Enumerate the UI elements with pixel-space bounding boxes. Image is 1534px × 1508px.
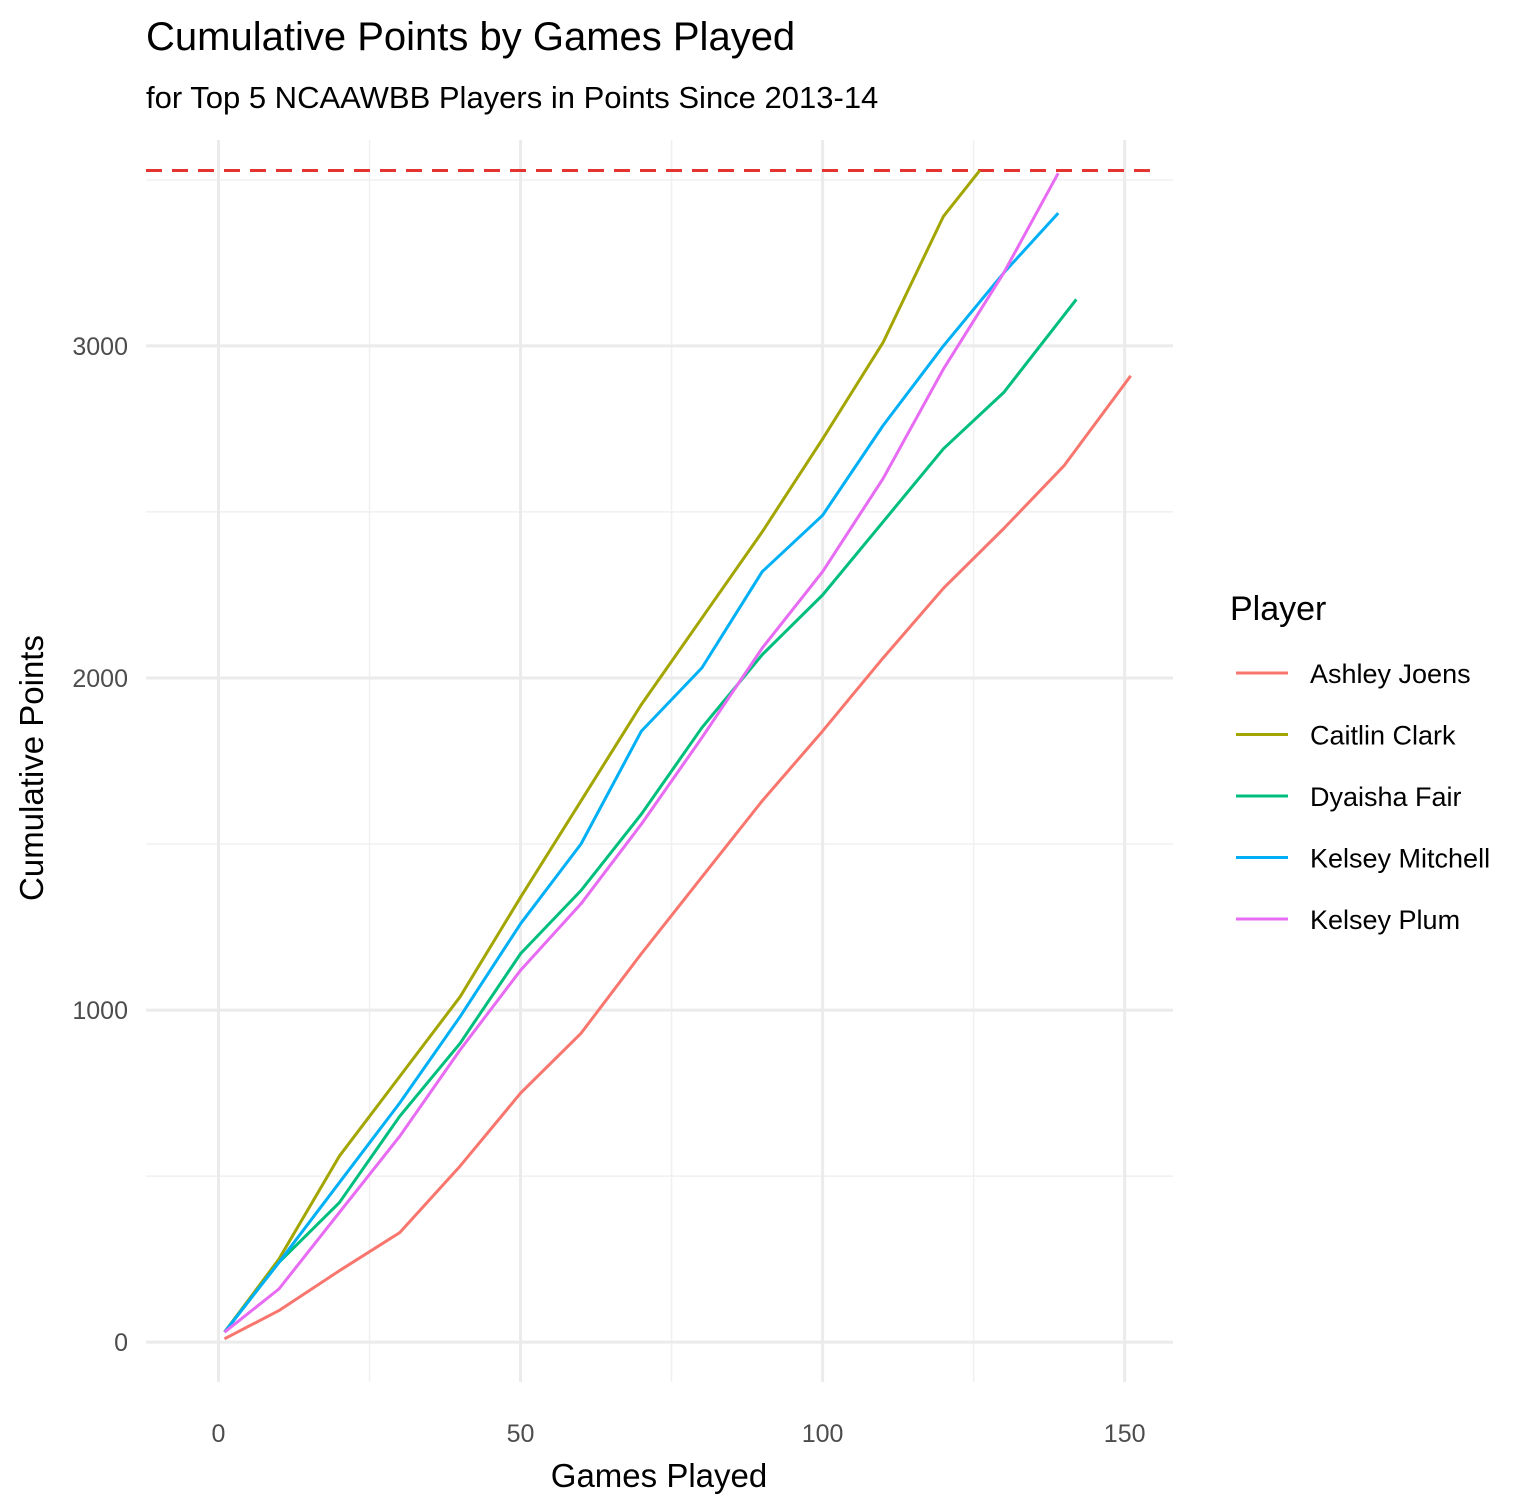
chart-subtitle: for Top 5 NCAAWBB Players in Points Sinc…	[146, 80, 878, 115]
y-tick-label: 3000	[72, 333, 128, 361]
series-line-kelsey-plum	[223, 172, 1060, 1334]
x-tick-label: 0	[212, 1420, 226, 1448]
series-line-caitlin-clark	[223, 169, 981, 1334]
y-axis-title: Cumulative Points	[13, 635, 50, 901]
y-tick-label: 0	[114, 1329, 128, 1357]
chart-title: Cumulative Points by Games Played	[146, 15, 795, 59]
series-line-kelsey-mitchell	[223, 212, 1060, 1334]
legend: Player Ashley Joens Caitlin Clark Dyaisha …	[1230, 590, 1490, 935]
legend-label-kelsey-plum: Kelsey Plum	[1310, 905, 1460, 935]
x-axis-ticks: 0 50 100 150	[212, 1420, 1146, 1448]
y-tick-label: 1000	[72, 997, 128, 1025]
legend-label-kelsey-mitchell: Kelsey Mitchell	[1310, 844, 1490, 874]
x-tick-label: 100	[802, 1420, 844, 1448]
y-axis-ticks: 0 1000 2000 3000	[72, 333, 128, 1357]
x-tick-label: 50	[507, 1420, 535, 1448]
y-tick-label: 2000	[72, 665, 128, 693]
x-axis-title: Games Played	[551, 1457, 767, 1494]
legend-label-ashley-joens: Ashley Joens	[1310, 659, 1471, 689]
legend-title: Player	[1230, 590, 1326, 628]
legend-label-dyaisha-fair: Dyaisha Fair	[1310, 782, 1462, 812]
series-line-ashley-joens	[223, 374, 1132, 1341]
x-tick-label: 150	[1104, 1420, 1146, 1448]
grid-lines	[146, 140, 1173, 1382]
legend-label-caitlin-clark: Caitlin Clark	[1310, 721, 1456, 751]
series-lines	[223, 169, 1132, 1341]
series-line-dyaisha-fair	[223, 298, 1078, 1334]
